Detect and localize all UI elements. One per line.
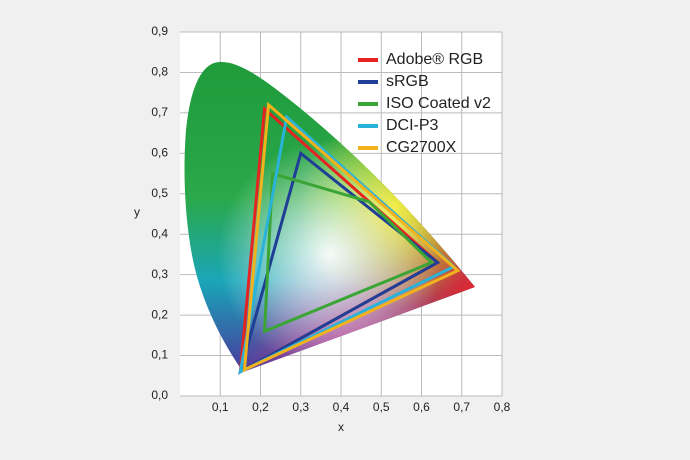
x-tick-label: 0,1 — [212, 400, 229, 414]
x-tick-label: 0,3 — [292, 400, 309, 414]
x-tick-label: 0,8 — [494, 400, 511, 414]
y-tick-label: 0,6 — [151, 146, 168, 160]
legend-label: DCI-P3 — [386, 117, 439, 134]
x-tick-label: 0,4 — [333, 400, 350, 414]
gamut-outline — [242, 101, 461, 373]
x-tick-label: 0,7 — [453, 400, 470, 414]
legend-label: Adobe® RGB — [386, 51, 483, 68]
y-tick-label: 0,4 — [151, 226, 168, 240]
legend-label: sRGB — [386, 73, 429, 90]
legend-label: CG2700X — [386, 139, 457, 156]
y-tick-label: 0,7 — [151, 105, 168, 119]
x-tick-label: 0,6 — [413, 400, 430, 414]
y-tick-label: 0,0 — [151, 388, 168, 402]
y-tick-label: 0,8 — [151, 65, 168, 79]
legend-label: ISO Coated v2 — [386, 95, 491, 112]
gamut-outline — [238, 114, 457, 375]
x-axis-label: x — [338, 420, 344, 434]
x-tick-label: 0,5 — [373, 400, 390, 414]
gamut-outline — [262, 171, 435, 334]
x-tick-label: 0,2 — [252, 400, 269, 414]
y-tick-label: 0,9 — [151, 24, 168, 38]
y-tick-label: 0,1 — [151, 348, 168, 362]
y-tick-label: 0,5 — [151, 186, 168, 200]
y-axis-label: y — [134, 205, 140, 219]
gamut-outline — [237, 150, 441, 375]
y-tick-label: 0,3 — [151, 267, 168, 281]
y-tick-label: 0,2 — [151, 307, 168, 321]
